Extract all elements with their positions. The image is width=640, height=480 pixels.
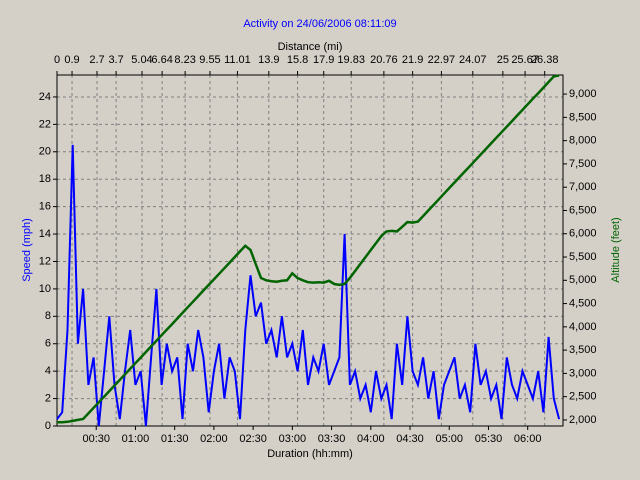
y2-tick-label: 5,500: [569, 251, 597, 263]
y-tick-label: 20: [39, 146, 51, 158]
x2-tick-label: 5.04: [131, 54, 152, 66]
x2-tick-label: 19.83: [337, 54, 365, 66]
y2-tick-label: 2,000: [569, 414, 597, 426]
x2-tick-label: 15.8: [287, 54, 308, 66]
plot-frame: [56, 74, 564, 427]
x-tick-label: 04:30: [396, 433, 424, 445]
x2-tick-label: 25.67: [511, 54, 539, 66]
y-tick-label: 6: [45, 338, 51, 350]
x-tick-label: 05:00: [435, 433, 463, 445]
x2-tick-label: 25: [497, 54, 509, 66]
y2-tick-label: 8,000: [569, 135, 597, 147]
y2-tick-label: 2,500: [569, 391, 597, 403]
y2-tick-label: 3,000: [569, 367, 597, 379]
y2-tick-label: 6,500: [569, 204, 597, 216]
x2-tick-label: 3.7: [108, 54, 123, 66]
x-tick-label: 06:00: [514, 433, 542, 445]
y2-axis-title: Altitude (feet): [610, 217, 622, 282]
x2-tick-label: 6.64: [151, 54, 172, 66]
y-tick-label: 0: [45, 420, 51, 432]
y-tick-label: 16: [39, 201, 51, 213]
x2-tick-label: 11.01: [224, 54, 251, 66]
y-tick-label: 12: [39, 255, 51, 267]
x-tick-label: 01:30: [161, 433, 189, 445]
y-tick-label: 10: [39, 283, 51, 295]
x2-tick-label: 0.9: [64, 54, 79, 66]
x-tick-label: 03:00: [279, 433, 307, 445]
y-tick-label: 24: [39, 91, 51, 103]
y2-tick-label: 4,500: [569, 297, 597, 309]
y-tick-label: 18: [39, 173, 51, 185]
y2-tick-label: 7,000: [569, 181, 597, 193]
x-tick-label: 00:30: [82, 433, 110, 445]
x-tick-label: 02:00: [200, 433, 228, 445]
x2-tick-label: 17.9: [313, 54, 334, 66]
y-tick-label: 14: [39, 228, 51, 240]
x2-tick-label: 0: [54, 54, 60, 66]
chart-title: Activity on 24/06/2006 08:11:09: [243, 18, 396, 30]
x2-tick-label: 24.07: [459, 54, 487, 66]
x2-tick-label: 2.7: [89, 54, 104, 66]
x-tick-label: 05:30: [475, 433, 503, 445]
x2-tick-label: 26.38: [531, 54, 559, 66]
series-line: [56, 144, 561, 427]
x-tick-label: 03:30: [318, 433, 346, 445]
x2-axis-title: Distance (mi): [278, 41, 343, 53]
x-axis-title: Duration (hh:mm): [267, 448, 353, 460]
y-tick-label: 4: [45, 365, 51, 377]
x2-tick-label: 13.9: [258, 54, 279, 66]
x2-tick-label: 20.76: [370, 54, 398, 66]
x-tick-label: 04:00: [357, 433, 385, 445]
x2-tick-label: 22.97: [428, 54, 456, 66]
series-line: [57, 74, 560, 424]
y-tick-label: 8: [45, 310, 51, 322]
x-tick-label: 02:30: [239, 433, 267, 445]
y-tick-label: 2: [45, 392, 51, 404]
y-axis-title: Speed (mph): [21, 218, 33, 282]
y2-tick-label: 8,500: [569, 111, 597, 123]
y2-tick-label: 6,000: [569, 228, 597, 240]
y2-tick-label: 5,000: [569, 274, 597, 286]
y-tick-label: 22: [39, 118, 51, 130]
y2-tick-label: 4,000: [569, 321, 597, 333]
x2-tick-label: 9.55: [199, 54, 220, 66]
x2-tick-label: 21.9: [402, 54, 423, 66]
y2-tick-label: 9,000: [569, 88, 597, 100]
x2-tick-label: 8.23: [174, 54, 195, 66]
y2-tick-label: 7,500: [569, 158, 597, 170]
x-tick-label: 01:00: [122, 433, 150, 445]
y2-tick-label: 3,500: [569, 344, 597, 356]
